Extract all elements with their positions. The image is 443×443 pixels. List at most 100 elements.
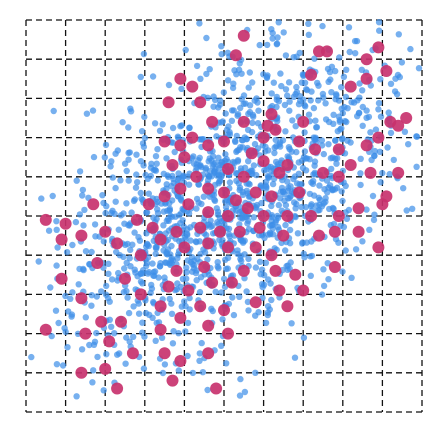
scatter-point-background bbox=[188, 254, 196, 261]
scatter-point-background bbox=[127, 105, 134, 112]
scatter-point-background bbox=[108, 158, 115, 165]
scatter-point-background bbox=[252, 369, 259, 376]
scatter-point-background bbox=[236, 293, 243, 300]
scatter-point-background bbox=[182, 46, 189, 54]
scatter-point-highlighted bbox=[222, 241, 234, 254]
scatter-point-background bbox=[264, 303, 272, 310]
scatter-point-highlighted bbox=[75, 292, 88, 305]
scatter-point-background bbox=[149, 260, 156, 267]
scatter-point-highlighted bbox=[198, 261, 211, 273]
scatter-point-background bbox=[255, 309, 262, 316]
scatter-point-background bbox=[152, 337, 159, 344]
scatter-point-background bbox=[79, 192, 86, 199]
scatter-point-background bbox=[240, 100, 247, 108]
scatter-point-background bbox=[222, 198, 229, 205]
scatter-point-background bbox=[323, 177, 331, 184]
scatter-point-highlighted bbox=[229, 49, 242, 62]
scatter-point-background bbox=[375, 19, 383, 26]
scatter-point-background bbox=[178, 209, 185, 217]
scatter-point-background bbox=[214, 263, 221, 270]
scatter-point-background bbox=[233, 148, 240, 155]
scatter-point-background bbox=[83, 110, 91, 117]
scatter-point-background bbox=[244, 126, 252, 134]
scatter-point-background bbox=[223, 360, 230, 367]
scatter-point-background bbox=[224, 77, 232, 84]
scatter-point-background bbox=[76, 168, 84, 175]
scatter-point-background bbox=[151, 120, 159, 127]
scatter-point-background bbox=[292, 213, 299, 221]
scatter-point-background bbox=[218, 43, 225, 50]
scatter-point-background bbox=[169, 340, 177, 347]
scatter-point-background bbox=[133, 151, 140, 158]
scatter-point-background bbox=[107, 163, 114, 170]
scatter-point-background bbox=[159, 369, 167, 377]
scatter-point-background bbox=[311, 55, 318, 62]
scatter-point-highlighted bbox=[344, 80, 357, 93]
scatter-point-background bbox=[63, 249, 71, 256]
scatter-point-background bbox=[312, 171, 319, 178]
scatter-point-highlighted bbox=[202, 237, 215, 250]
scatter-point-highlighted bbox=[269, 264, 282, 277]
scatter-point-background bbox=[175, 330, 182, 337]
scatter-point-background bbox=[127, 263, 134, 270]
scatter-point-background bbox=[314, 207, 322, 214]
scatter-point-highlighted bbox=[265, 249, 278, 262]
scatter-point-background bbox=[298, 181, 305, 188]
scatter-point-background bbox=[88, 292, 96, 299]
scatter-point-background bbox=[387, 129, 395, 137]
scatter-point-background bbox=[345, 206, 353, 214]
scatter-point-background bbox=[298, 203, 305, 211]
scatter-point-background bbox=[332, 67, 339, 75]
scatter-point-background bbox=[269, 35, 276, 42]
scatter-point-background bbox=[189, 369, 197, 377]
scatter-point-background bbox=[112, 184, 119, 192]
scatter-point-background bbox=[320, 150, 327, 158]
scatter-point-background bbox=[93, 329, 100, 337]
scatter-point-background bbox=[277, 70, 284, 77]
scatter-point-background bbox=[352, 246, 360, 253]
scatter-point-background bbox=[120, 253, 127, 261]
scatter-point-background bbox=[103, 351, 110, 358]
scatter-point-highlighted bbox=[134, 288, 147, 301]
scatter-point-highlighted bbox=[75, 229, 88, 242]
scatter-point-background bbox=[275, 19, 282, 26]
scatter-point-background bbox=[193, 205, 200, 212]
scatter-point-highlighted bbox=[202, 319, 215, 332]
scatter-point-highlighted bbox=[202, 206, 215, 219]
scatter-point-background bbox=[105, 260, 112, 267]
scatter-point-highlighted bbox=[218, 135, 230, 148]
scatter-point-background bbox=[275, 201, 282, 209]
scatter-point-background bbox=[156, 127, 164, 134]
scatter-point-background bbox=[348, 99, 355, 106]
scatter-point-background bbox=[88, 302, 95, 309]
scatter-point-background bbox=[368, 156, 375, 164]
scatter-point-highlighted bbox=[178, 241, 191, 254]
scatter-point-background bbox=[130, 333, 137, 340]
scatter-point-background bbox=[184, 352, 191, 360]
scatter-point-background bbox=[315, 97, 322, 104]
scatter-point-highlighted bbox=[174, 355, 187, 367]
scatter-point-background bbox=[236, 184, 244, 191]
scatter-point-background bbox=[325, 141, 332, 148]
scatter-point-background bbox=[307, 272, 314, 279]
scatter-point-background bbox=[351, 37, 359, 45]
scatter-point-background bbox=[140, 50, 148, 58]
scatter-point-background bbox=[195, 181, 203, 188]
scatter-point-background bbox=[246, 102, 254, 109]
scatter-point-background bbox=[231, 137, 239, 144]
scatter-point-background bbox=[222, 256, 229, 263]
scatter-point-background bbox=[53, 218, 60, 225]
scatter-point-highlighted bbox=[174, 182, 187, 195]
scatter-point-highlighted bbox=[178, 151, 191, 164]
scatter-point-background bbox=[203, 231, 210, 239]
scatter-point-background bbox=[219, 118, 226, 125]
scatter-point-highlighted bbox=[392, 166, 405, 179]
scatter-point-background bbox=[371, 211, 378, 218]
scatter-point-background bbox=[273, 103, 280, 111]
scatter-point-background bbox=[262, 319, 270, 327]
scatter-point-background bbox=[255, 107, 262, 114]
scatter-point-background bbox=[379, 169, 386, 177]
scatter-point-background bbox=[169, 197, 176, 204]
scatter-point-background bbox=[124, 294, 131, 301]
scatter-point-highlighted bbox=[55, 272, 68, 285]
